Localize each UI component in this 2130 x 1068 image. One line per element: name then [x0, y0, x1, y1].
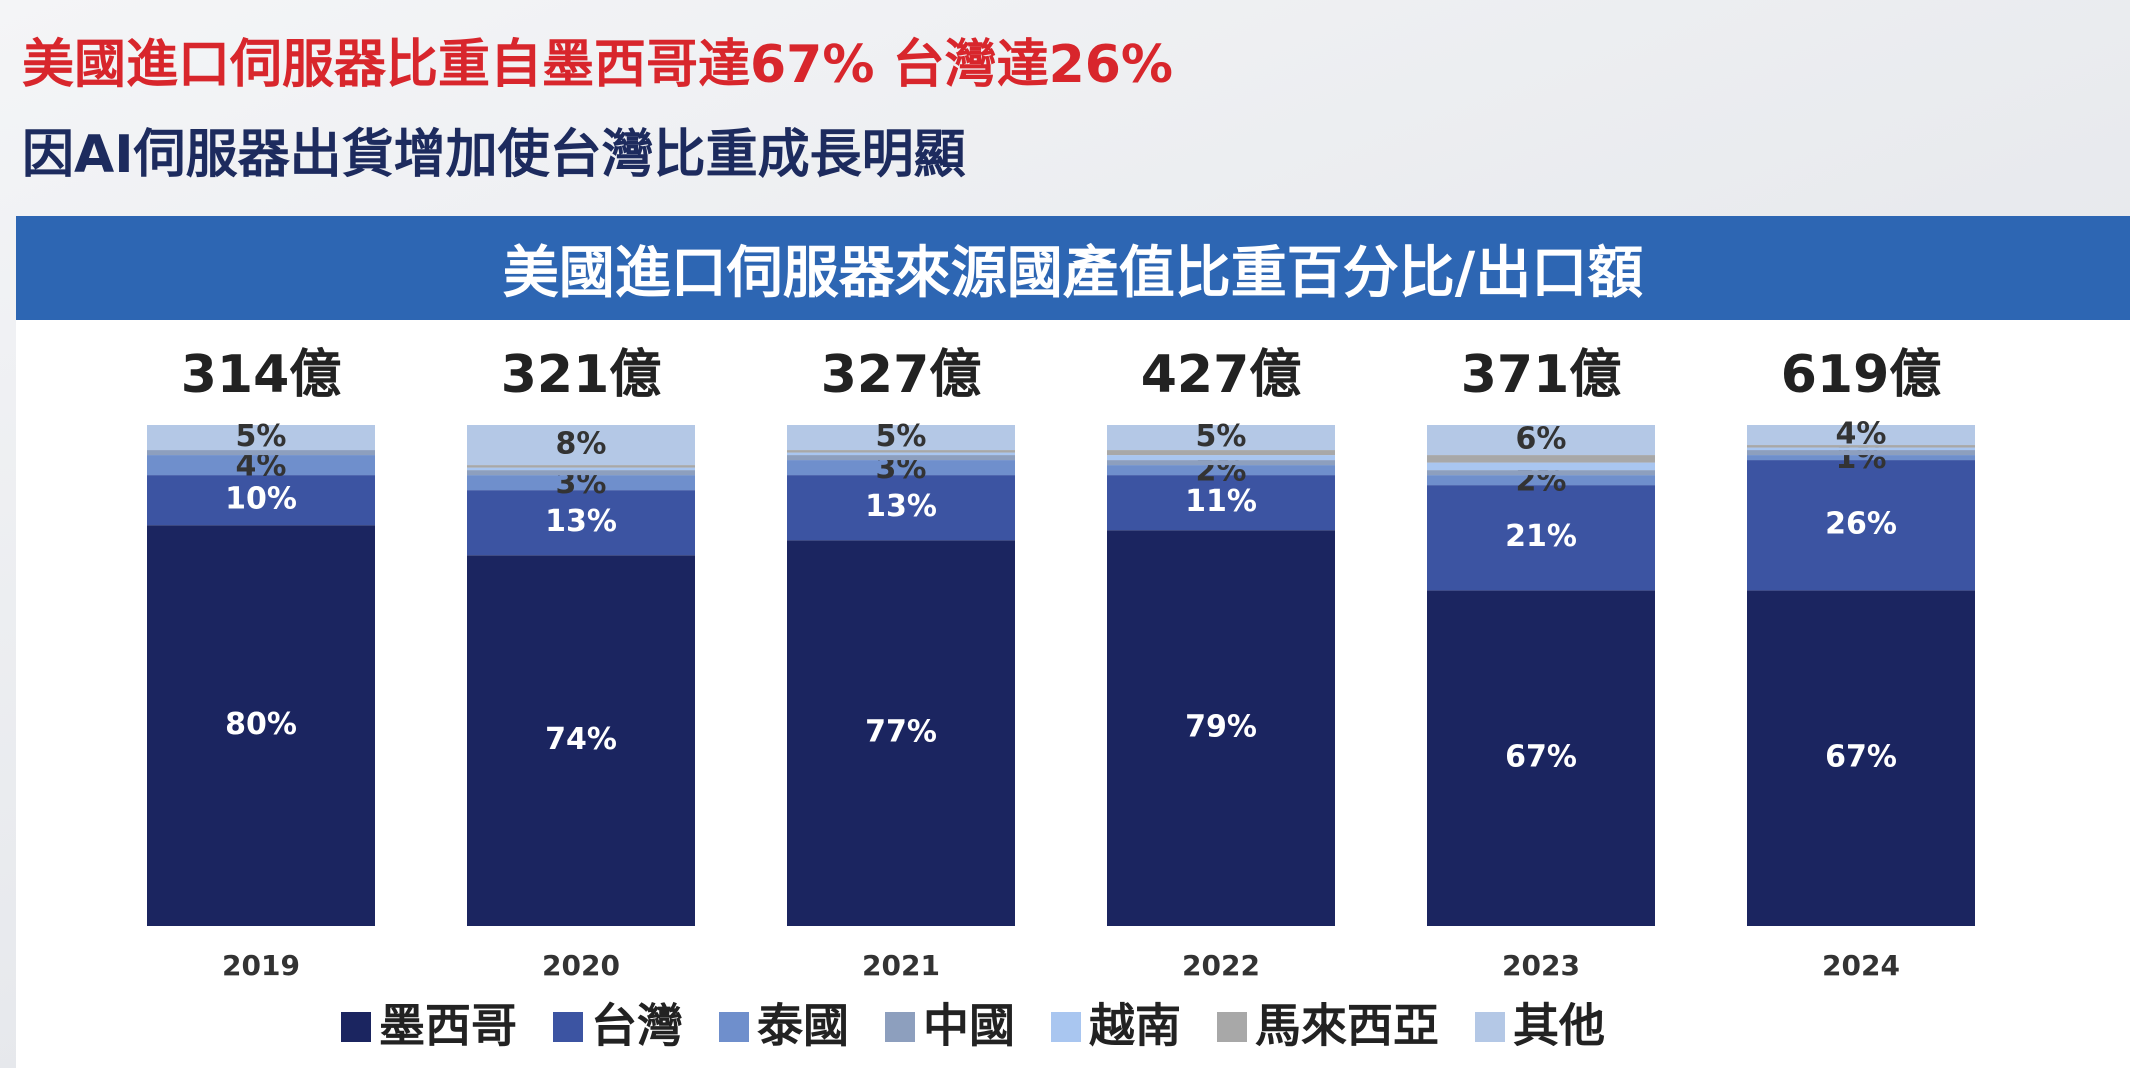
x-tick-label: 2024 — [1822, 949, 1900, 982]
bar-segment — [1747, 460, 1975, 591]
total-label: 321億 — [501, 345, 662, 405]
legend-swatch — [553, 1012, 583, 1042]
bar-segment — [467, 555, 695, 926]
bar-segment — [1107, 460, 1335, 466]
value-label: 21% — [1505, 519, 1577, 554]
value-label: 5% — [236, 419, 287, 454]
bar-segment — [1107, 425, 1335, 451]
headline: 美國進口伺服器比重自墨西哥達67% 台灣達26% — [22, 35, 1174, 95]
legend-label: 馬來西亞 — [1255, 999, 1439, 1053]
bar-segment — [1747, 445, 1975, 448]
value-label: 11% — [1185, 484, 1257, 519]
value-label: 13% — [545, 504, 617, 539]
x-tick-label: 2023 — [1502, 949, 1580, 982]
subheadline: 因AI伺服器出貨增加使台灣比重成長明顯 — [22, 125, 966, 185]
value-label: 4% — [1836, 417, 1887, 452]
total-label: 619億 — [1781, 345, 1942, 405]
bar-segment — [1747, 590, 1975, 926]
bar-segment — [467, 465, 695, 468]
value-label: 80% — [225, 707, 297, 742]
x-tick-label: 2019 — [222, 949, 300, 982]
x-tick-label: 2022 — [1182, 949, 1260, 982]
bar-segment — [147, 450, 375, 456]
bar-segment — [1747, 450, 1975, 456]
bar-segment — [1107, 530, 1335, 926]
bar-segment — [787, 455, 1015, 461]
bar-segment — [467, 490, 695, 556]
value-label: 74% — [545, 722, 617, 757]
bar-segment — [1107, 465, 1335, 476]
value-label: 5% — [876, 419, 927, 454]
bar-segment — [147, 455, 375, 476]
bar-segment — [467, 470, 695, 476]
value-label: 79% — [1185, 710, 1257, 745]
bar-segment — [1427, 470, 1655, 476]
value-label: 67% — [1505, 740, 1577, 775]
x-tick-label: 2020 — [542, 949, 620, 982]
chart-title: 美國進口伺服器來源國產值比重百分比/出口額 — [16, 216, 2130, 320]
bar-segment — [1427, 475, 1655, 486]
value-label: 77% — [865, 715, 937, 750]
chart: 2019314億80%10%4%5%2020321億74%13%3%8%2021… — [16, 320, 2130, 1068]
bar-segment — [787, 452, 1015, 456]
legend-label: 泰國 — [757, 999, 849, 1053]
bar-segment — [1107, 475, 1335, 531]
value-label: 13% — [865, 489, 937, 524]
legend-swatch — [341, 1012, 371, 1042]
value-label: 67% — [1825, 740, 1897, 775]
bar-segment — [147, 475, 375, 526]
bar-segment — [1427, 485, 1655, 591]
total-label: 327億 — [821, 345, 982, 405]
bar-segment — [1747, 455, 1975, 461]
bar-segment — [1427, 590, 1655, 926]
value-label: 6% — [1516, 422, 1567, 457]
bar-segment — [1427, 455, 1655, 463]
bar-segment — [787, 540, 1015, 926]
legend-swatch — [885, 1012, 915, 1042]
value-label: 5% — [1196, 419, 1247, 454]
bar-segment — [787, 460, 1015, 476]
legend-label: 墨西哥 — [379, 999, 517, 1053]
value-label: 26% — [1825, 507, 1897, 542]
bar-segment — [467, 425, 695, 466]
legend-swatch — [719, 1012, 749, 1042]
bar-segment — [787, 450, 1015, 453]
total-label: 314億 — [181, 345, 342, 405]
legend-swatch — [1217, 1012, 1247, 1042]
bar-segment — [147, 525, 375, 926]
value-label: 8% — [556, 427, 607, 462]
total-label: 427億 — [1141, 345, 1302, 405]
legend-label: 中國 — [923, 999, 1015, 1053]
legend-label: 台灣 — [591, 999, 683, 1053]
bar-segment — [1747, 425, 1975, 446]
bar-segment — [1427, 462, 1655, 471]
bar-segment — [467, 475, 695, 491]
value-label: 10% — [225, 482, 297, 517]
bar-segment — [787, 475, 1015, 541]
x-tick-label: 2021 — [862, 949, 940, 982]
legend-label: 其他 — [1513, 999, 1605, 1053]
bar-segment — [1747, 447, 1975, 451]
total-label: 371億 — [1461, 345, 1622, 405]
bar-segment — [147, 425, 375, 451]
legend-label: 越南 — [1089, 999, 1181, 1053]
bar-segment — [1427, 425, 1655, 456]
legend-swatch — [1051, 1012, 1081, 1042]
bar-segment — [1107, 455, 1335, 461]
bar-segment — [467, 467, 695, 471]
legend-swatch — [1475, 1012, 1505, 1042]
bar-segment — [787, 425, 1015, 451]
bar-segment — [1107, 450, 1335, 456]
